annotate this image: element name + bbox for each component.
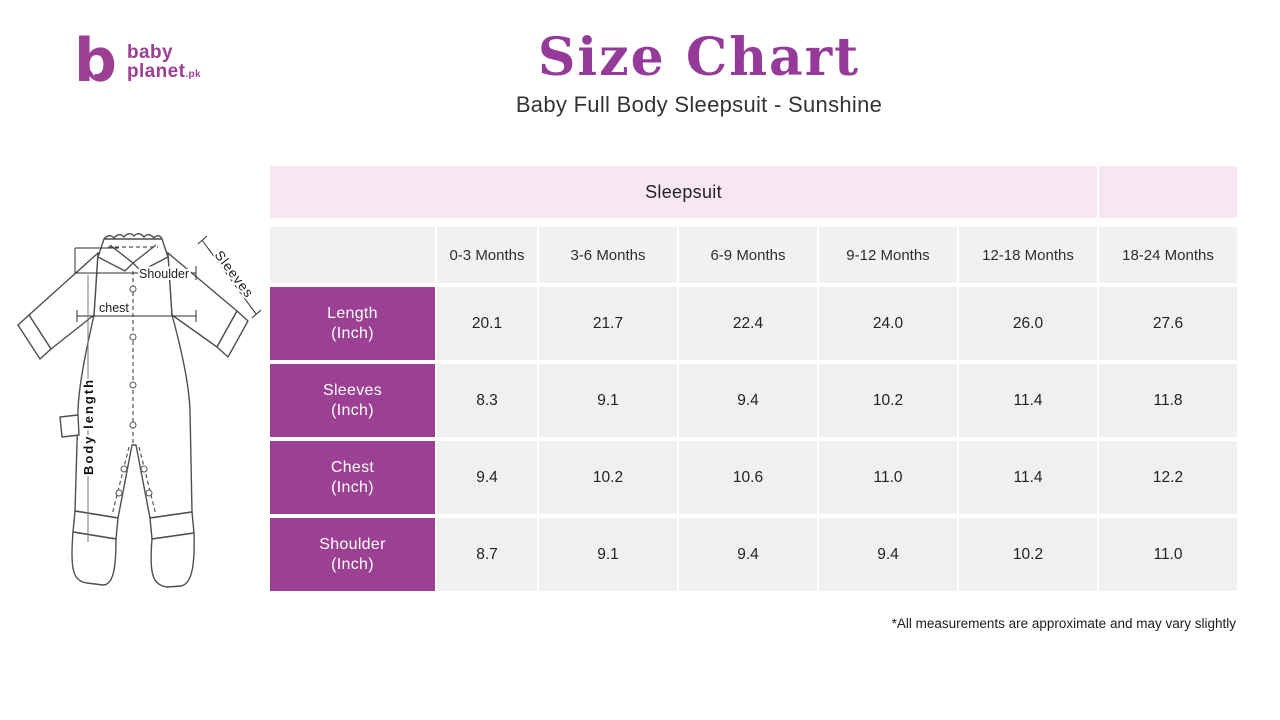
value-length-6-9: 22.4 xyxy=(679,287,817,360)
logo-wordmark: baby planet.pk xyxy=(127,34,201,84)
value-shoulder-3-6: 9.1 xyxy=(539,518,677,591)
diagram-shoulder-label: Shoulder xyxy=(139,267,189,281)
sleeve-measure-line xyxy=(197,235,262,319)
value-shoulder-9-12: 9.4 xyxy=(819,518,957,591)
value-length-3-6: 21.7 xyxy=(539,287,677,360)
value-chest-12-18: 11.4 xyxy=(959,441,1097,514)
table-row-shoulder: Shoulder (Inch) 8.7 9.1 9.4 9.4 10.2 11.… xyxy=(270,518,1237,591)
logo-word-baby: baby xyxy=(127,42,173,63)
column-header-9-12-months: 9-12 Months xyxy=(819,227,957,283)
value-length-12-18: 26.0 xyxy=(959,287,1097,360)
column-header-row: 0-3 Months 3-6 Months 6-9 Months 9-12 Mo… xyxy=(270,227,1237,283)
page-title: Size Chart xyxy=(537,27,861,88)
product-subtitle: Baby Full Body Sleepsuit - Sunshine xyxy=(515,92,883,117)
value-chest-3-6: 10.2 xyxy=(539,441,677,514)
measurement-disclaimer: *All measurements are approximate and ma… xyxy=(891,616,1236,631)
value-length-18-24: 27.6 xyxy=(1099,287,1237,360)
logo-suffix-pk: .pk xyxy=(185,69,202,80)
value-sleeves-0-3: 8.3 xyxy=(437,364,537,437)
row-label-shoulder: Shoulder (Inch) xyxy=(270,518,435,591)
logo-b-letter: b xyxy=(74,26,117,96)
value-sleeves-18-24: 11.8 xyxy=(1099,364,1237,437)
group-header-cell: Sleepsuit xyxy=(270,166,1097,218)
value-sleeves-6-9: 9.4 xyxy=(679,364,817,437)
value-sleeves-9-12: 10.2 xyxy=(819,364,957,437)
value-length-0-3: 20.1 xyxy=(437,287,537,360)
snap-button xyxy=(115,489,123,497)
value-chest-0-3: 9.4 xyxy=(437,441,537,514)
column-header-18-24-months: 18-24 Months xyxy=(1099,227,1237,283)
diagram-chest-label: chest xyxy=(99,301,129,315)
value-shoulder-0-3: 8.7 xyxy=(437,518,537,591)
column-header-6-9-months: 6-9 Months xyxy=(679,227,817,283)
snap-button xyxy=(129,285,137,293)
snap-button xyxy=(129,421,137,429)
diagram-sleeves-label: Sleeves xyxy=(212,248,257,301)
heart-icon: ♥ xyxy=(89,61,100,80)
snap-button xyxy=(120,465,128,473)
side-tab xyxy=(59,414,80,438)
value-sleeves-12-18: 11.4 xyxy=(959,364,1097,437)
table-row-chest: Chest (Inch) 9.4 10.2 10.6 11.0 11.4 12.… xyxy=(270,441,1237,514)
left-foot xyxy=(71,531,117,586)
zipper-line xyxy=(111,271,157,516)
collar-scallop-edge xyxy=(103,233,163,240)
snap-button xyxy=(129,381,137,389)
diagram-body-length-label: Body length xyxy=(81,378,96,475)
value-shoulder-18-24: 11.0 xyxy=(1099,518,1237,591)
snap-button xyxy=(140,465,148,473)
table-group-header-row: Sleepsuit xyxy=(270,166,1237,218)
size-chart-table: Sleepsuit 0-3 Months 3-6 Months 6-9 Mont… xyxy=(270,166,1237,595)
table-row-length: Length (Inch) 20.1 21.7 22.4 24.0 26.0 2… xyxy=(270,287,1237,360)
table-row-sleeves: Sleeves (Inch) 8.3 9.1 9.4 10.2 11.4 11.… xyxy=(270,364,1237,437)
column-header-12-18-months: 12-18 Months xyxy=(959,227,1097,283)
value-sleeves-3-6: 9.1 xyxy=(539,364,677,437)
corner-cell xyxy=(270,227,435,283)
shoulder-measure-line xyxy=(74,247,197,280)
value-shoulder-6-9: 9.4 xyxy=(679,518,817,591)
logo-b-mark: b ♥ xyxy=(74,26,118,96)
logo-word-planet: planet.pk xyxy=(127,61,202,82)
chest-measure-line xyxy=(76,310,197,322)
snap-button xyxy=(129,333,137,341)
brand-logo: b ♥ baby planet.pk xyxy=(74,26,201,96)
right-foot xyxy=(150,532,195,588)
sleepsuit-measurement-diagram: Shoulder chest Sleeves Body length xyxy=(17,233,262,588)
left-sleeve-cuff xyxy=(17,314,52,360)
value-chest-18-24: 12.2 xyxy=(1099,441,1237,514)
row-label-length: Length (Inch) xyxy=(270,287,435,360)
value-shoulder-12-18: 10.2 xyxy=(959,518,1097,591)
snap-button xyxy=(145,489,153,497)
row-label-chest: Chest (Inch) xyxy=(270,441,435,514)
row-label-sleeves: Sleeves (Inch) xyxy=(270,364,435,437)
value-chest-6-9: 10.6 xyxy=(679,441,817,514)
value-length-9-12: 24.0 xyxy=(819,287,957,360)
group-header-spacer-cell xyxy=(1099,166,1237,218)
column-header-3-6-months: 3-6 Months xyxy=(539,227,677,283)
value-chest-9-12: 11.0 xyxy=(819,441,957,514)
right-sleeve-cuff xyxy=(216,310,249,358)
column-header-0-3-months: 0-3 Months xyxy=(437,227,537,283)
page-header: Size Chart Baby Full Body Sleepsuit - Su… xyxy=(399,28,999,118)
